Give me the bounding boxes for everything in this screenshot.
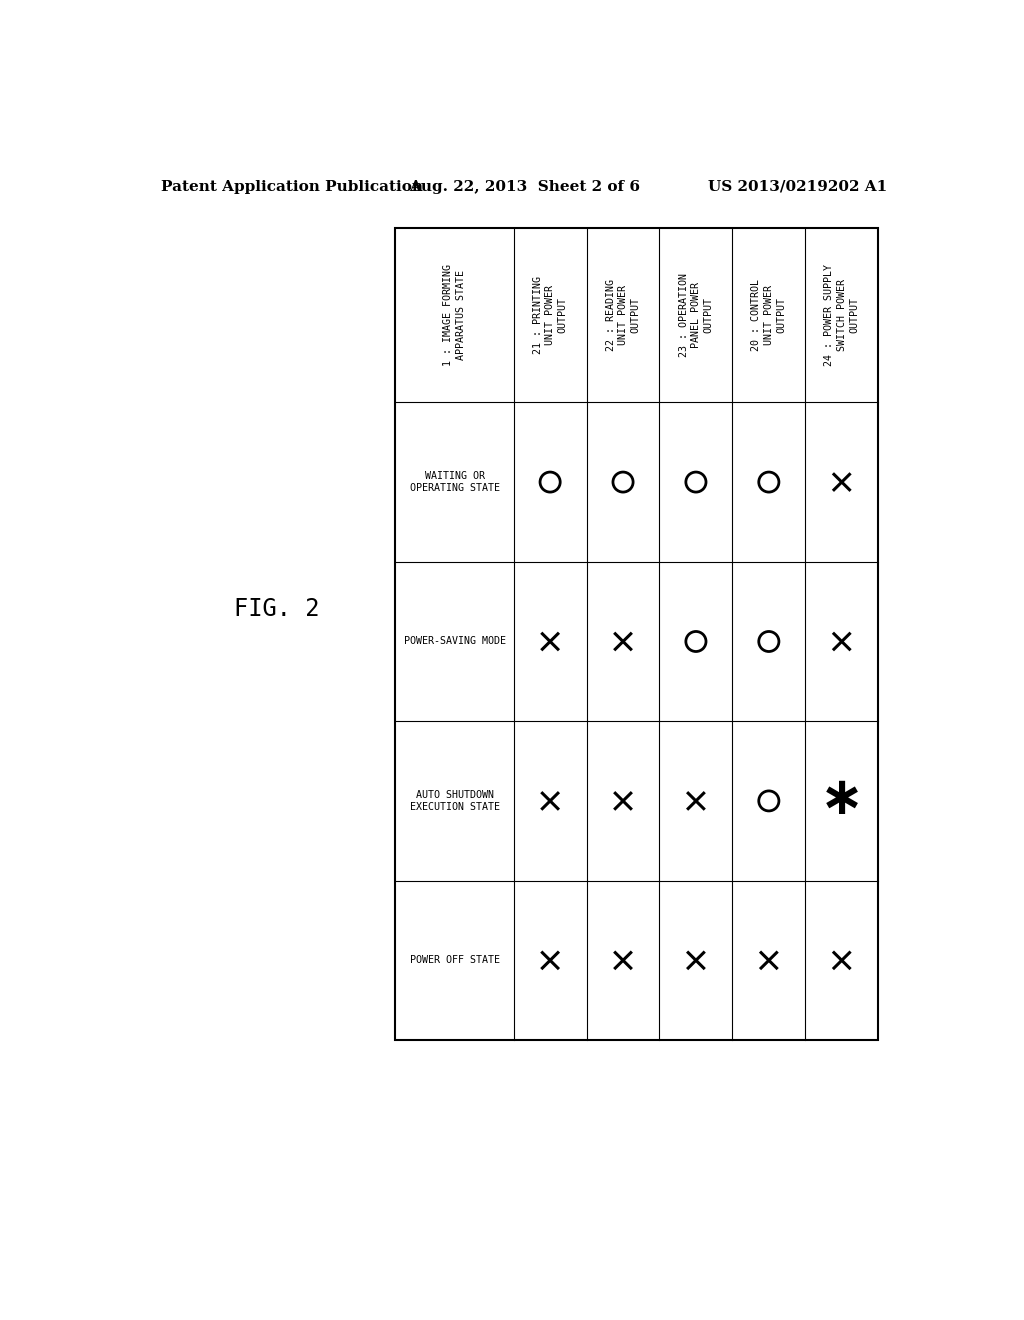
Text: POWER-SAVING MODE: POWER-SAVING MODE — [403, 636, 506, 647]
Text: 22 : READING
UNIT POWER
OUTPUT: 22 : READING UNIT POWER OUTPUT — [605, 279, 640, 351]
Text: FIG. 2: FIG. 2 — [234, 597, 319, 620]
Text: POWER OFF STATE: POWER OFF STATE — [410, 956, 500, 965]
Text: 23 : OPERATION
PANEL POWER
OUTPUT: 23 : OPERATION PANEL POWER OUTPUT — [679, 273, 714, 356]
Text: ∗: ∗ — [819, 774, 864, 825]
Bar — [395, 228, 879, 1040]
Text: 24 : POWER SUPPLY
SWITCH POWER
OUTPUT: 24 : POWER SUPPLY SWITCH POWER OUTPUT — [824, 264, 859, 366]
Text: 20 : CONTROL
UNIT POWER
OUTPUT: 20 : CONTROL UNIT POWER OUTPUT — [752, 279, 786, 351]
Text: Patent Application Publication: Patent Application Publication — [161, 180, 423, 194]
Text: WAITING OR
OPERATING STATE: WAITING OR OPERATING STATE — [410, 471, 500, 494]
Text: 1 : IMAGE FORMING
APPARATUS STATE: 1 : IMAGE FORMING APPARATUS STATE — [443, 264, 466, 366]
Text: Aug. 22, 2013  Sheet 2 of 6: Aug. 22, 2013 Sheet 2 of 6 — [410, 180, 640, 194]
Text: US 2013/0219202 A1: US 2013/0219202 A1 — [709, 180, 888, 194]
Text: AUTO SHUTDOWN
EXECUTION STATE: AUTO SHUTDOWN EXECUTION STATE — [410, 789, 500, 812]
Text: 21 : PRINTING
UNIT POWER
OUTPUT: 21 : PRINTING UNIT POWER OUTPUT — [532, 276, 567, 354]
